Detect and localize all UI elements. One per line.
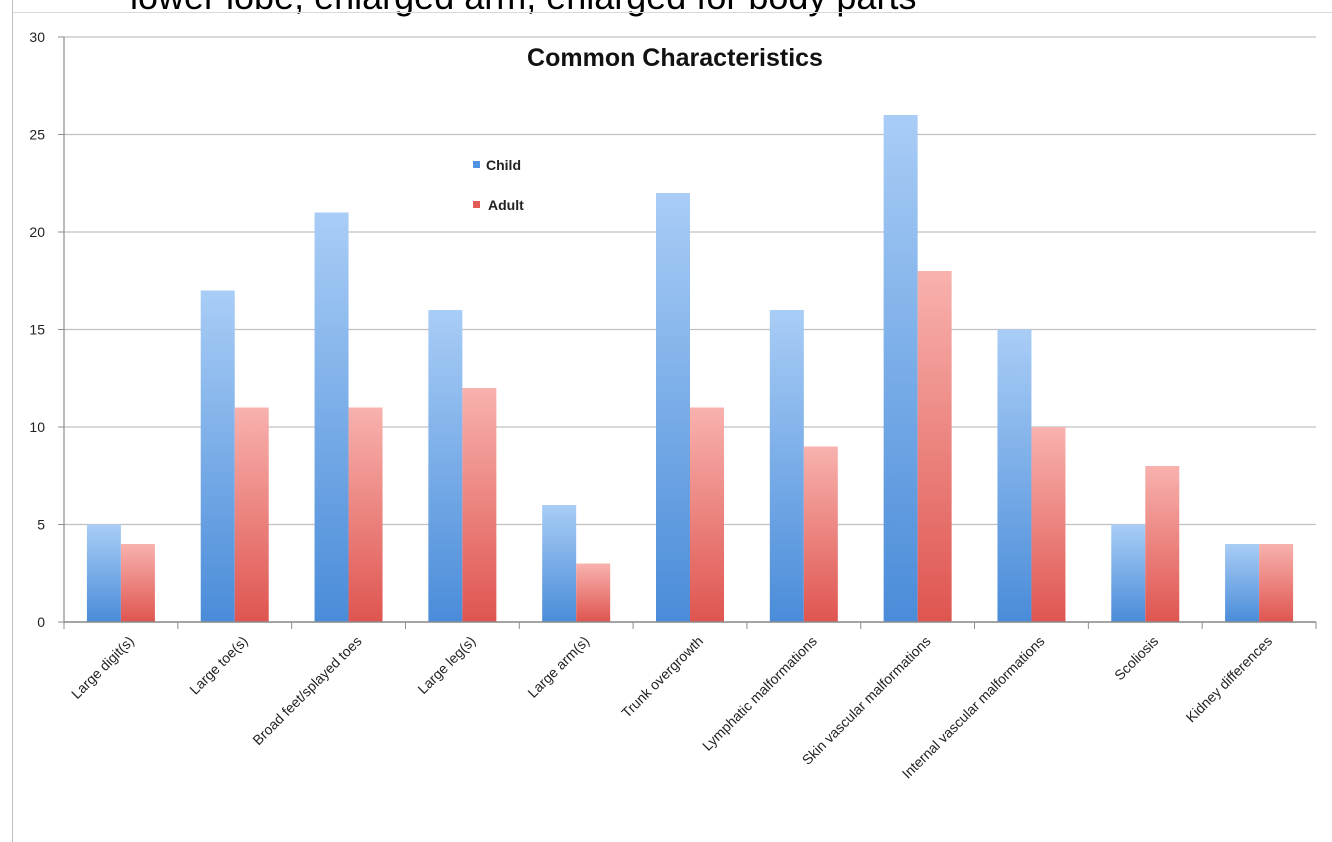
- y-tick-label: 30: [29, 29, 45, 45]
- bar-adult: [576, 563, 611, 622]
- legend-label-adult: Adult: [488, 197, 524, 213]
- y-axis-ticks: 0 5 10 15 20 25 30: [29, 29, 64, 630]
- y-tick-label: 15: [29, 322, 45, 338]
- y-tick-label: 0: [37, 614, 45, 630]
- chart-title: Common Characteristics: [527, 44, 823, 72]
- bar-adult: [917, 271, 952, 622]
- x-tick-label: Skin vascular malformations: [799, 633, 934, 768]
- bar-child: [997, 329, 1032, 622]
- bar-child: [769, 310, 804, 622]
- bar-child: [1111, 524, 1146, 622]
- legend-swatch-child: [473, 161, 480, 168]
- bar-adult: [348, 407, 383, 622]
- x-tick-label: Trunk overgrowth: [618, 633, 706, 721]
- legend-swatch-adult: [473, 201, 480, 208]
- bar-adult: [462, 388, 497, 622]
- x-tick-label: Scoliosis: [1111, 633, 1161, 683]
- bar-child: [86, 524, 121, 622]
- axes: [63, 37, 1317, 629]
- bar-child: [883, 115, 918, 622]
- x-tick-label: Large toe(s): [186, 633, 251, 698]
- bar-adult: [1259, 544, 1294, 622]
- frame-top-border: [12, 12, 1332, 13]
- bar-adult: [1145, 466, 1180, 622]
- bars: [86, 115, 1294, 622]
- y-tick-label: 25: [29, 127, 45, 143]
- bar-adult: [120, 544, 155, 622]
- y-tick-label: 10: [29, 419, 45, 435]
- x-tick-label: Large arm(s): [524, 633, 592, 701]
- frame-left-border: [12, 0, 13, 842]
- x-tick-label: Large leg(s): [414, 633, 478, 697]
- bar-child: [200, 290, 235, 622]
- x-tick-label: Lymphatic malformations: [699, 633, 820, 754]
- y-tick-label: 20: [29, 224, 45, 240]
- x-axis-labels: Large digit(s) Large toe(s)Broad feet/spl…: [68, 633, 1275, 782]
- legend-label-child: Child: [486, 157, 521, 173]
- bar-adult: [234, 407, 269, 622]
- bar-child: [1225, 544, 1260, 622]
- bar-adult: [803, 446, 838, 622]
- x-tick-label: Kidney differences: [1183, 633, 1276, 726]
- y-tick-label: 5: [37, 517, 45, 533]
- bar-adult: [690, 407, 724, 622]
- bar-child: [314, 212, 349, 622]
- bar-child: [428, 310, 463, 622]
- bar-child: [656, 193, 690, 622]
- legend: Child Adult: [473, 157, 524, 213]
- x-tick-label: Broad feet/splayed toes: [249, 633, 364, 748]
- bar-child: [542, 505, 577, 622]
- bar-adult: [1031, 427, 1066, 622]
- x-tick-label: Large digit(s): [68, 633, 137, 702]
